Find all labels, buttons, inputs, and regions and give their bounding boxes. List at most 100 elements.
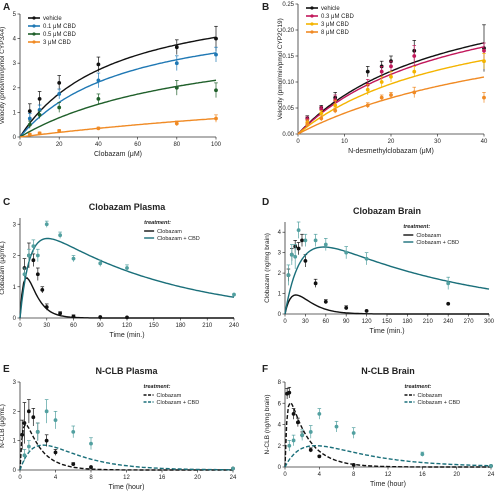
data-point xyxy=(214,88,218,93)
x-tick-label: 4 xyxy=(54,475,58,481)
y-tick-label: 2 xyxy=(13,86,17,92)
data-point xyxy=(379,95,384,100)
legend-marker xyxy=(32,32,36,36)
x-tick-label: 20 xyxy=(194,475,201,481)
series-clobazam-cbd xyxy=(19,220,236,319)
data-point xyxy=(22,421,27,425)
series-8-m-cbd xyxy=(297,76,486,135)
data-point xyxy=(57,128,62,133)
panel-letter: A xyxy=(3,2,10,13)
series-clobazam-cbd xyxy=(284,221,490,315)
data-point xyxy=(313,238,318,243)
x-tick-label: 0 xyxy=(18,323,22,329)
data-point xyxy=(96,78,101,83)
data-point xyxy=(287,390,292,395)
data-point xyxy=(333,108,338,113)
data-point xyxy=(27,122,32,127)
x-tick-label: 0 xyxy=(18,142,22,148)
data-point xyxy=(300,433,305,438)
panel-letter: F xyxy=(262,364,268,375)
data-point xyxy=(214,116,218,121)
data-point xyxy=(389,74,393,79)
x-tick-label: 120 xyxy=(122,323,133,329)
y-tick-label: 3 xyxy=(278,251,282,257)
data-point xyxy=(174,61,179,66)
x-tick-label: 30 xyxy=(302,319,309,325)
legend-marker xyxy=(32,40,36,44)
data-point xyxy=(44,409,49,414)
data-point xyxy=(420,452,425,457)
x-tick-label: 10 xyxy=(341,139,348,145)
data-point xyxy=(308,448,313,452)
y-tick-label: 0.25 xyxy=(282,2,294,8)
data-point xyxy=(323,242,328,247)
x-tick-label: 150 xyxy=(382,319,393,325)
data-point xyxy=(71,429,76,434)
legend-label: 0.3 μM CBD xyxy=(321,14,354,20)
legend-label: Clobazam + CBD xyxy=(416,240,459,246)
data-point xyxy=(71,314,76,319)
data-point xyxy=(295,420,300,425)
fit-curve xyxy=(284,445,491,468)
fit-curve xyxy=(19,36,217,138)
chart-title: Clobazam Brain xyxy=(353,206,421,216)
data-point xyxy=(300,238,304,243)
x-tick-label: 24 xyxy=(230,475,237,481)
data-point xyxy=(286,273,291,278)
y-tick-label: 0 xyxy=(278,312,282,318)
panel-a: A 0 20 40 60 80 100 0 1 2 3 4 5 Clobazam (μM) Velocity… xyxy=(0,2,222,158)
fit-curve xyxy=(19,444,233,471)
data-point xyxy=(319,111,324,116)
data-point xyxy=(305,122,310,127)
data-point xyxy=(22,272,27,277)
data-point xyxy=(351,431,356,435)
x-tick-label: 0 xyxy=(283,472,287,478)
x-tick-label: 8 xyxy=(352,472,356,478)
x-tick-label: 60 xyxy=(322,319,329,325)
fit-curve xyxy=(19,52,217,138)
x-tick-label: 12 xyxy=(123,475,130,481)
data-point xyxy=(174,121,179,126)
data-point xyxy=(412,54,417,58)
data-point xyxy=(344,250,349,255)
data-point xyxy=(482,95,486,100)
data-point xyxy=(232,292,236,297)
legend-label: 0.5 μM CBD xyxy=(43,32,76,38)
data-point xyxy=(293,254,298,259)
data-point xyxy=(296,228,301,233)
data-point xyxy=(37,96,42,101)
data-point xyxy=(319,107,324,111)
x-tick-label: 20 xyxy=(388,139,395,145)
fit-curve xyxy=(19,277,234,319)
y-tick-label: 4 xyxy=(13,37,17,43)
data-point xyxy=(351,462,356,467)
data-point xyxy=(412,90,417,95)
legend-label: vehicle xyxy=(321,6,340,12)
x-tick-label: 20 xyxy=(56,142,63,148)
data-point xyxy=(35,253,40,258)
legend-marker xyxy=(310,14,314,18)
x-tick-label: 60 xyxy=(70,323,77,329)
x-tick-label: 240 xyxy=(443,319,454,325)
y-tick-label: 0 xyxy=(13,135,17,141)
data-point xyxy=(40,287,45,292)
data-point xyxy=(89,465,93,469)
data-point xyxy=(53,418,58,423)
y-tick-label: 0.15 xyxy=(282,54,294,60)
data-point xyxy=(482,48,486,53)
y-tick-label: 2 xyxy=(278,444,282,450)
data-point xyxy=(27,109,32,114)
legend-title: treatment: xyxy=(144,220,171,226)
x-tick-label: 180 xyxy=(402,319,413,325)
panel-letter: C xyxy=(3,197,10,208)
x-tick-label: 270 xyxy=(464,319,475,325)
data-point xyxy=(379,80,384,84)
series-vehicle xyxy=(297,24,486,135)
data-point xyxy=(344,305,349,310)
data-point xyxy=(489,464,493,468)
data-point xyxy=(333,103,338,108)
x-tick-label: 240 xyxy=(229,323,240,329)
